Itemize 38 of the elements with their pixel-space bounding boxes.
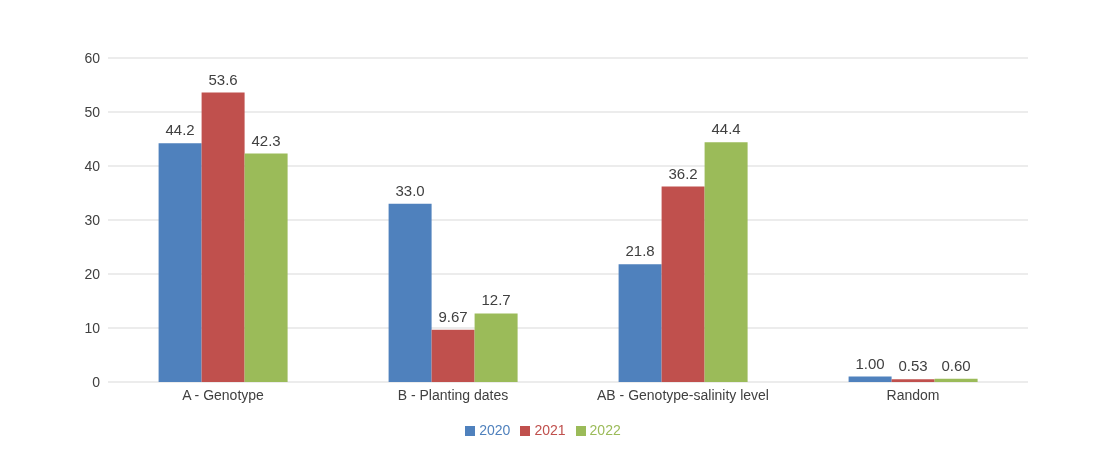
data-label: 33.0: [395, 181, 425, 199]
x-tick-label: Random: [886, 386, 940, 403]
y-tick-label: 10: [84, 319, 101, 336]
x-tick-label: A - Genotype: [182, 386, 265, 403]
bar: [201, 92, 245, 382]
x-tick-label: B - Planting dates: [397, 386, 509, 403]
data-label: 1.00: [855, 354, 885, 372]
bar: [431, 329, 475, 382]
legend-label: 2020: [479, 422, 511, 438]
bar: [244, 153, 288, 382]
y-tick-label: 0: [92, 373, 101, 390]
bar: [891, 379, 935, 382]
bar: [661, 186, 705, 382]
data-label: 0.53: [898, 357, 928, 375]
bar: [388, 203, 432, 382]
y-tick-label: 40: [84, 157, 101, 174]
y-tick-label: 30: [84, 211, 101, 228]
legend-label: 2021: [534, 422, 566, 438]
bar: [158, 143, 202, 382]
data-label: 21.8: [625, 242, 655, 260]
data-label: 44.4: [711, 120, 741, 138]
bar: [848, 376, 892, 382]
data-label: 42.3: [251, 131, 281, 149]
bar: [474, 313, 518, 382]
x-tick-label: AB - Genotype-salinity level: [597, 386, 769, 403]
y-tick-label: 60: [84, 49, 101, 66]
bar: [618, 264, 662, 382]
data-label: 53.6: [208, 70, 238, 88]
data-label: 44.2: [165, 121, 195, 139]
data-label: 36.2: [668, 164, 698, 182]
y-tick-label: 20: [84, 265, 101, 282]
data-label: 0.60: [941, 356, 971, 374]
bar: [934, 378, 978, 382]
data-label: 9.67: [438, 307, 468, 325]
data-label: 12.7: [481, 291, 511, 309]
bar: [704, 142, 748, 382]
y-tick-label: 50: [84, 103, 101, 120]
legend-label: 2022: [589, 422, 621, 438]
